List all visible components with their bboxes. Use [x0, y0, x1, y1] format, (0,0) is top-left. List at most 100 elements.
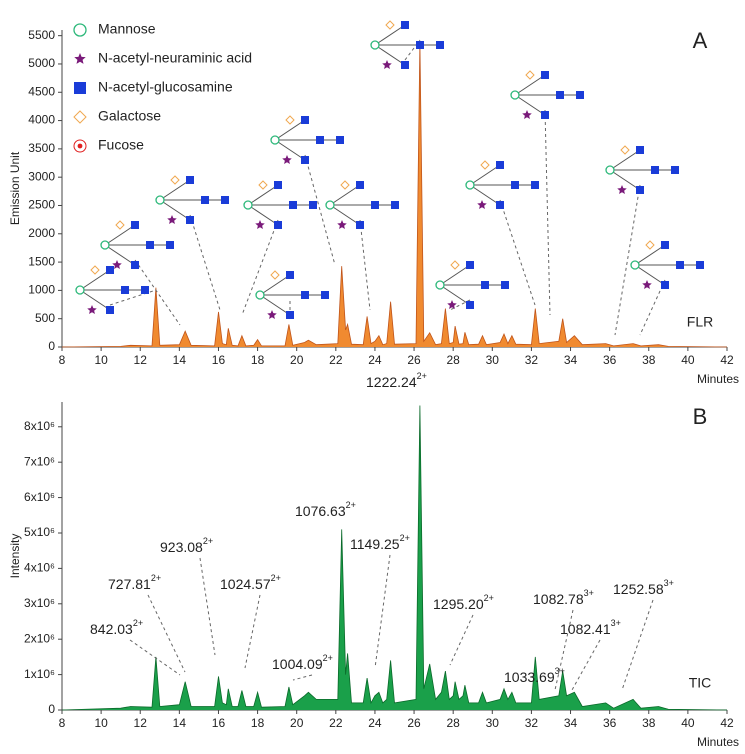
annotation-mass: 727.81: [108, 576, 151, 592]
y-tick-label: 2x10⁶: [24, 631, 55, 645]
y-tick-label: 4x10⁶: [24, 561, 55, 575]
leader-line: [374, 554, 391, 669]
y-axis-title: Intensity: [8, 534, 22, 579]
x-axis-title: Minutes: [697, 735, 739, 749]
glcnac-icon: [541, 71, 549, 79]
x-tick-label: 28: [446, 716, 460, 730]
annotation-charge: 3+: [555, 666, 565, 676]
glcnac-icon: [436, 41, 444, 49]
glcnac-icon: [556, 91, 564, 99]
y-tick-label: 2000: [28, 226, 55, 240]
glcnac-icon: [501, 281, 509, 289]
glcnac-icon: [221, 196, 229, 204]
galactose-icon: [480, 160, 490, 170]
leader-line: [292, 674, 313, 681]
y-tick-label: 3x10⁶: [24, 596, 55, 610]
glcnac-icon: [416, 41, 424, 49]
glcnac-icon: [289, 201, 297, 209]
galactose-icon: [258, 180, 268, 190]
y-tick-label: 3500: [28, 141, 55, 155]
legend-label: Fucose: [98, 137, 144, 153]
annotation-charge: 3+: [664, 578, 674, 588]
neuac-icon: [337, 220, 347, 230]
x-tick-label: 20: [290, 353, 304, 367]
neuac-icon: [382, 60, 392, 70]
glcnac-icon: [496, 161, 504, 169]
x-tick-label: 18: [251, 353, 265, 367]
y-tick-label: 500: [35, 311, 55, 325]
annotation: 842.032+: [90, 618, 143, 636]
leader-line: [571, 639, 601, 691]
glcnac-icon: [661, 281, 669, 289]
x-tick-label: 22: [329, 353, 343, 367]
glcnac-icon: [531, 181, 539, 189]
leader-line: [359, 219, 371, 311]
galactose-icon: [450, 260, 460, 270]
x-tick-label: 18: [251, 716, 265, 730]
legend-label: Mannose: [98, 21, 156, 37]
glycan-bond: [609, 149, 675, 191]
legend-label: N-acetyl-neuraminic acid: [98, 50, 252, 66]
x-tick-label: 26: [407, 353, 421, 367]
annotation-charge: 2+: [400, 533, 410, 543]
y-tick-label: 3000: [28, 169, 55, 183]
neuac-icon: [447, 300, 457, 310]
galactose-icon: [90, 265, 100, 275]
legend-label: Galactose: [98, 108, 161, 124]
galactose-icon: [525, 70, 535, 80]
annotation-mass: 1295.20: [433, 596, 484, 612]
glcnac-icon: [671, 166, 679, 174]
mannose-icon: [155, 195, 165, 205]
x-tick-label: 38: [642, 353, 656, 367]
x-tick-label: 14: [173, 716, 187, 730]
mannose-icon: [630, 260, 640, 270]
glcnac-icon: [141, 286, 149, 294]
glcnac-icon: [301, 291, 309, 299]
annotation: 1295.202+: [433, 593, 494, 611]
annotation-mass: 1082.41: [560, 621, 611, 637]
leader-line: [241, 219, 279, 316]
x-tick-label: 12: [134, 716, 148, 730]
annotation-charge: 2+: [203, 536, 213, 546]
mannose-icon: [435, 280, 445, 290]
y-tick-label: 0: [48, 702, 55, 716]
annotation-mass: 1222.24: [366, 374, 417, 390]
leader-line: [621, 599, 654, 691]
glycan-bond: [104, 224, 170, 266]
annotation-charge: 3+: [584, 588, 594, 598]
x-tick-label: 20: [290, 716, 304, 730]
glcnac-icon: [496, 201, 504, 209]
y-tick-label: 1500: [28, 254, 55, 268]
mannose-icon: [243, 200, 253, 210]
glcnac-icon: [481, 281, 489, 289]
mannose-icon: [325, 200, 335, 210]
glcnac-icon: [661, 241, 669, 249]
panel-label: A: [693, 28, 708, 53]
annotation: 1149.252+: [350, 533, 410, 551]
glcnac-icon: [186, 216, 194, 224]
annotation-charge: 3+: [611, 618, 621, 628]
neuac-icon: [522, 110, 532, 120]
y-tick-label: 5x10⁶: [24, 525, 55, 539]
x-tick-label: 16: [212, 716, 226, 730]
leader-line: [244, 594, 261, 669]
x-tick-label: 22: [329, 716, 343, 730]
annotation-charge: 2+: [271, 573, 281, 583]
fucose-dot: [77, 143, 83, 149]
leader-line: [449, 299, 471, 311]
glycan-bond: [247, 184, 313, 226]
x-tick-label: 40: [681, 716, 695, 730]
glcnac-icon: [131, 221, 139, 229]
y-tick-label: 7x10⁶: [24, 454, 55, 468]
annotation-charge: 2+: [484, 593, 494, 603]
mannose-icon: [75, 285, 85, 295]
x-tick-label: 16: [212, 353, 226, 367]
glcnac-icon: [274, 181, 282, 189]
area-fill: [62, 405, 727, 710]
glycan-bond: [514, 74, 580, 116]
annotation: 1082.413+: [560, 618, 621, 636]
glcnac-icon: [316, 136, 324, 144]
y-tick-label: 0: [48, 339, 55, 353]
annotation: 1033.693+: [504, 666, 565, 684]
